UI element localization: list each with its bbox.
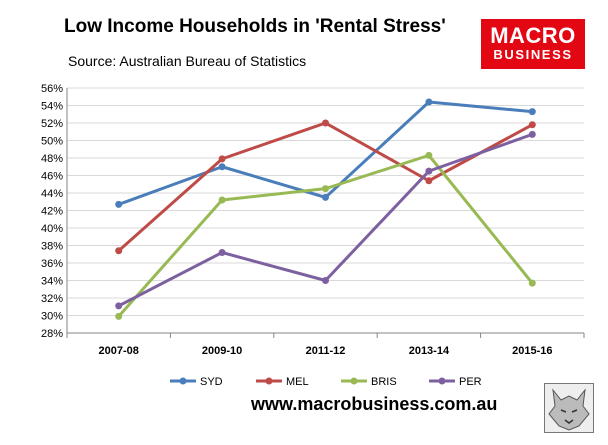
data-point-mel [322, 119, 329, 127]
legend-label-per: PER [459, 376, 482, 388]
data-point-mel [218, 155, 226, 163]
y-tick-label: 38% [41, 241, 63, 253]
y-tick-label: 46% [41, 171, 63, 183]
legend-marker-mel [265, 377, 273, 385]
legend-label-syd: SYD [200, 376, 223, 388]
y-tick-label: 34% [41, 276, 63, 288]
y-tick-label: 56% [41, 83, 63, 95]
data-point-bris [425, 151, 433, 159]
x-tick-label: 2011-12 [306, 345, 346, 357]
data-point-per [115, 302, 123, 310]
macrobusiness-logo: MACRO BUSINESS [481, 19, 585, 69]
chart-subtitle: Source: Australian Bureau of Statistics [68, 53, 307, 69]
data-point-per [322, 277, 329, 284]
data-point-syd [115, 200, 123, 208]
wolf-icon [548, 388, 590, 431]
y-tick-label: 52% [41, 118, 63, 130]
y-tick-label: 30% [41, 311, 63, 323]
legend-marker-syd [179, 377, 187, 385]
wolf-badge [544, 383, 594, 433]
logo-line-1: MACRO [490, 23, 576, 48]
y-tick-label: 28% [41, 328, 63, 340]
data-point-bris [322, 185, 329, 193]
legend-label-bris: BRIS [371, 376, 397, 388]
x-tick-label: 2007-08 [99, 345, 139, 357]
series-line-bris [117, 153, 534, 318]
data-point-per [218, 249, 226, 256]
chart-title: Low Income Households in 'Rental Stress' [64, 16, 446, 37]
data-point-bris [218, 196, 226, 204]
y-tick-label: 48% [41, 153, 63, 165]
data-point-bris [115, 312, 123, 320]
y-tick-label: 42% [41, 206, 63, 218]
x-tick-label: 2009-10 [202, 345, 242, 357]
legend-marker-per [438, 377, 446, 385]
data-point-bris [528, 279, 536, 287]
legend-label-mel: MEL [286, 376, 309, 388]
x-tick-label: 2015-16 [512, 345, 552, 357]
data-point-syd [425, 98, 433, 106]
data-point-per [425, 167, 433, 175]
y-tick-label: 50% [41, 136, 63, 148]
data-point-mel [528, 121, 536, 129]
y-tick-label: 32% [41, 293, 63, 305]
legend-marker-bris [350, 377, 358, 385]
y-tick-label: 54% [41, 101, 63, 113]
x-tick-label: 2013-14 [409, 345, 450, 357]
y-tick-label: 44% [41, 188, 63, 200]
data-point-mel [115, 247, 123, 255]
data-point-per [528, 130, 536, 138]
data-point-mel [425, 177, 433, 185]
y-tick-label: 40% [41, 223, 63, 235]
y-tick-label: 36% [41, 258, 63, 270]
data-point-syd [528, 108, 536, 116]
website-url: www.macrobusiness.com.au [251, 394, 498, 414]
data-point-syd [322, 193, 329, 201]
logo-line-2: BUSINESS [493, 47, 573, 62]
data-point-syd [218, 163, 226, 171]
